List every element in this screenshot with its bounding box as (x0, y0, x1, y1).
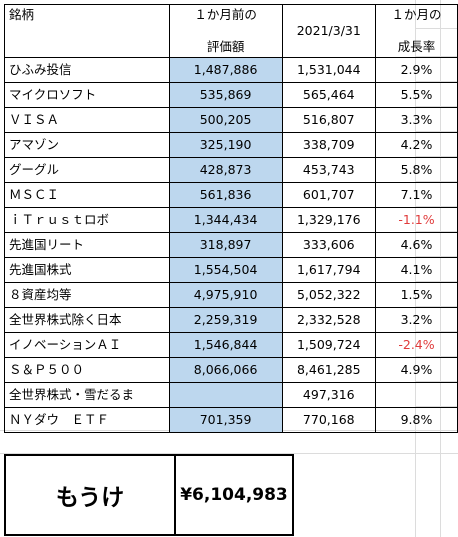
growth-rate-cell[interactable]: 9.8% (375, 407, 458, 433)
table-row: ひふみ投信 1,487,886 1,531,044 2.9% (4, 57, 458, 83)
table-row: ＮＹダウ ＥＴＦ 701,359 770,168 9.8% (4, 407, 458, 433)
header-date-cell[interactable]: 2021/3/31 (281, 4, 377, 58)
fund-name-cell[interactable]: 全世界株式除く日本 (4, 307, 170, 333)
current-value-cell[interactable]: 770,168 (281, 407, 377, 433)
prev-value-cell[interactable]: 428,873 (168, 157, 283, 183)
current-value-cell[interactable]: 338,709 (281, 132, 377, 158)
table-row: ＶＩＳＡ 500,205 516,807 3.3% (4, 107, 458, 133)
current-value-cell[interactable]: 497,316 (281, 382, 377, 408)
fund-name-cell[interactable]: ８資産均等 (4, 282, 170, 308)
profit-label: もうけ (55, 485, 125, 511)
header-prev-line2: 評価額 (206, 38, 245, 54)
prev-value-cell[interactable]: 4,975,910 (168, 282, 283, 308)
header-row: 銘柄 １か月前の 評価額 2021/3/31 １か月の 成長率 (4, 4, 458, 58)
current-value-cell[interactable]: 2,332,528 (281, 307, 377, 333)
prev-value-cell[interactable]: 2,259,319 (168, 307, 283, 333)
current-value-cell[interactable]: 1,617,794 (281, 257, 377, 283)
table-row: グーグル 428,873 453,743 5.8% (4, 157, 458, 183)
growth-rate-cell[interactable]: 4.1% (375, 257, 458, 283)
prev-value-cell[interactable]: 1,546,844 (168, 332, 283, 358)
table-row: ｉＴｒｕｓｔロボ 1,344,434 1,329,176 -1.1% (4, 207, 458, 233)
growth-rate-cell[interactable]: -1.1% (375, 207, 458, 233)
growth-rate-cell[interactable]: 5.8% (375, 157, 458, 183)
table-row: 全世界株式除く日本 2,259,319 2,332,528 3.2% (4, 307, 458, 333)
current-value-cell[interactable]: 8,461,285 (281, 357, 377, 383)
growth-rate-cell[interactable]: 4.6% (375, 232, 458, 258)
header-prev-line1: １か月前の (194, 7, 257, 22)
growth-rate-cell[interactable]: 4.9% (375, 357, 458, 383)
growth-rate-cell[interactable]: 7.1% (375, 182, 458, 208)
fund-name-cell[interactable]: アマゾン (4, 132, 170, 158)
table-row: 先進国株式 1,554,504 1,617,794 4.1% (4, 257, 458, 283)
prev-value-cell[interactable]: 325,190 (168, 132, 283, 158)
current-value-cell[interactable]: 453,743 (281, 157, 377, 183)
prev-value-cell[interactable]: 8,066,066 (168, 357, 283, 383)
current-value-cell[interactable]: 5,052,322 (281, 282, 377, 308)
table-row: マイクロソフト 535,869 565,464 5.5% (4, 82, 458, 108)
fund-name-cell[interactable]: マイクロソフト (4, 82, 170, 108)
header-prev-cell[interactable]: １か月前の 評価額 (168, 4, 283, 58)
header-growth-cell[interactable]: １か月の 成長率 (375, 4, 458, 58)
fund-name-cell[interactable]: ひふみ投信 (4, 57, 170, 83)
prev-value-cell[interactable]: 500,205 (168, 107, 283, 133)
prev-value-cell[interactable]: 701,359 (168, 407, 283, 433)
header-name-cell[interactable]: 銘柄 (4, 4, 170, 58)
profit-label-cell[interactable]: もうけ (4, 454, 176, 536)
growth-rate-cell[interactable]: 2.9% (375, 57, 458, 83)
fund-name-cell[interactable]: ＮＹダウ ＥＴＦ (4, 407, 170, 433)
rows-body: ひふみ投信 1,487,886 1,531,044 2.9% マイクロソフト 535,86… (4, 57, 458, 433)
table-row: アマゾン 325,190 338,709 4.2% (4, 132, 458, 158)
table-row: ８資産均等 4,975,910 5,052,322 1.5% (4, 282, 458, 308)
header-growth-line1: １か月の (391, 7, 442, 22)
prev-value-cell[interactable]: 1,487,886 (168, 57, 283, 83)
current-value-cell[interactable]: 1,329,176 (281, 207, 377, 233)
fund-name-cell[interactable]: ｉＴｒｕｓｔロボ (4, 207, 170, 233)
fund-name-cell[interactable]: ＶＩＳＡ (4, 107, 170, 133)
current-value-cell[interactable]: 565,464 (281, 82, 377, 108)
header-date: 2021/3/31 (296, 22, 361, 38)
prev-value-cell[interactable]: 535,869 (168, 82, 283, 108)
fund-name-cell[interactable]: 先進国株式 (4, 257, 170, 283)
current-value-cell[interactable]: 1,509,724 (281, 332, 377, 358)
prev-value-cell[interactable]: 1,344,434 (168, 207, 283, 233)
growth-rate-cell[interactable] (375, 382, 458, 408)
fund-name-cell[interactable]: グーグル (4, 157, 170, 183)
growth-rate-cell[interactable]: -2.4% (375, 332, 458, 358)
table-row: 先進国リート 318,897 333,606 4.6% (4, 232, 458, 258)
fund-name-cell[interactable]: ＭＳＣＩ (4, 182, 170, 208)
profit-box: もうけ ¥6,104,983 (4, 454, 294, 536)
prev-value-cell[interactable] (168, 382, 283, 408)
current-value-cell[interactable]: 601,707 (281, 182, 377, 208)
table-row: Ｓ＆Ｐ５００ 8,066,066 8,461,285 4.9% (4, 357, 458, 383)
current-value-cell[interactable]: 516,807 (281, 107, 377, 133)
header-growth-line2: 成長率 (397, 38, 436, 54)
fund-name-cell[interactable]: イノベーションＡＩ (4, 332, 170, 358)
current-value-cell[interactable]: 333,606 (281, 232, 377, 258)
table-row: 全世界株式・雪だるま 497,316 (4, 382, 458, 408)
header-name: 銘柄 (9, 7, 35, 22)
growth-rate-cell[interactable]: 3.2% (375, 307, 458, 333)
prev-value-cell[interactable]: 561,836 (168, 182, 283, 208)
profit-value: ¥6,104,983 (180, 485, 288, 505)
growth-rate-cell[interactable]: 1.5% (375, 282, 458, 308)
growth-rate-cell[interactable]: 5.5% (375, 82, 458, 108)
fund-name-cell[interactable]: 先進国リート (4, 232, 170, 258)
current-value-cell[interactable]: 1,531,044 (281, 57, 377, 83)
portfolio-table: 銘柄 １か月前の 評価額 2021/3/31 １か月の 成長率 ひふみ投信 1,4… (4, 4, 458, 433)
growth-rate-cell[interactable]: 3.3% (375, 107, 458, 133)
table-row: ＭＳＣＩ 561,836 601,707 7.1% (4, 182, 458, 208)
fund-name-cell[interactable]: Ｓ＆Ｐ５００ (4, 357, 170, 383)
fund-name-cell[interactable]: 全世界株式・雪だるま (4, 382, 170, 408)
prev-value-cell[interactable]: 1,554,504 (168, 257, 283, 283)
table-row: イノベーションＡＩ 1,546,844 1,509,724 -2.4% (4, 332, 458, 358)
profit-value-cell[interactable]: ¥6,104,983 (174, 454, 294, 536)
growth-rate-cell[interactable]: 4.2% (375, 132, 458, 158)
prev-value-cell[interactable]: 318,897 (168, 232, 283, 258)
